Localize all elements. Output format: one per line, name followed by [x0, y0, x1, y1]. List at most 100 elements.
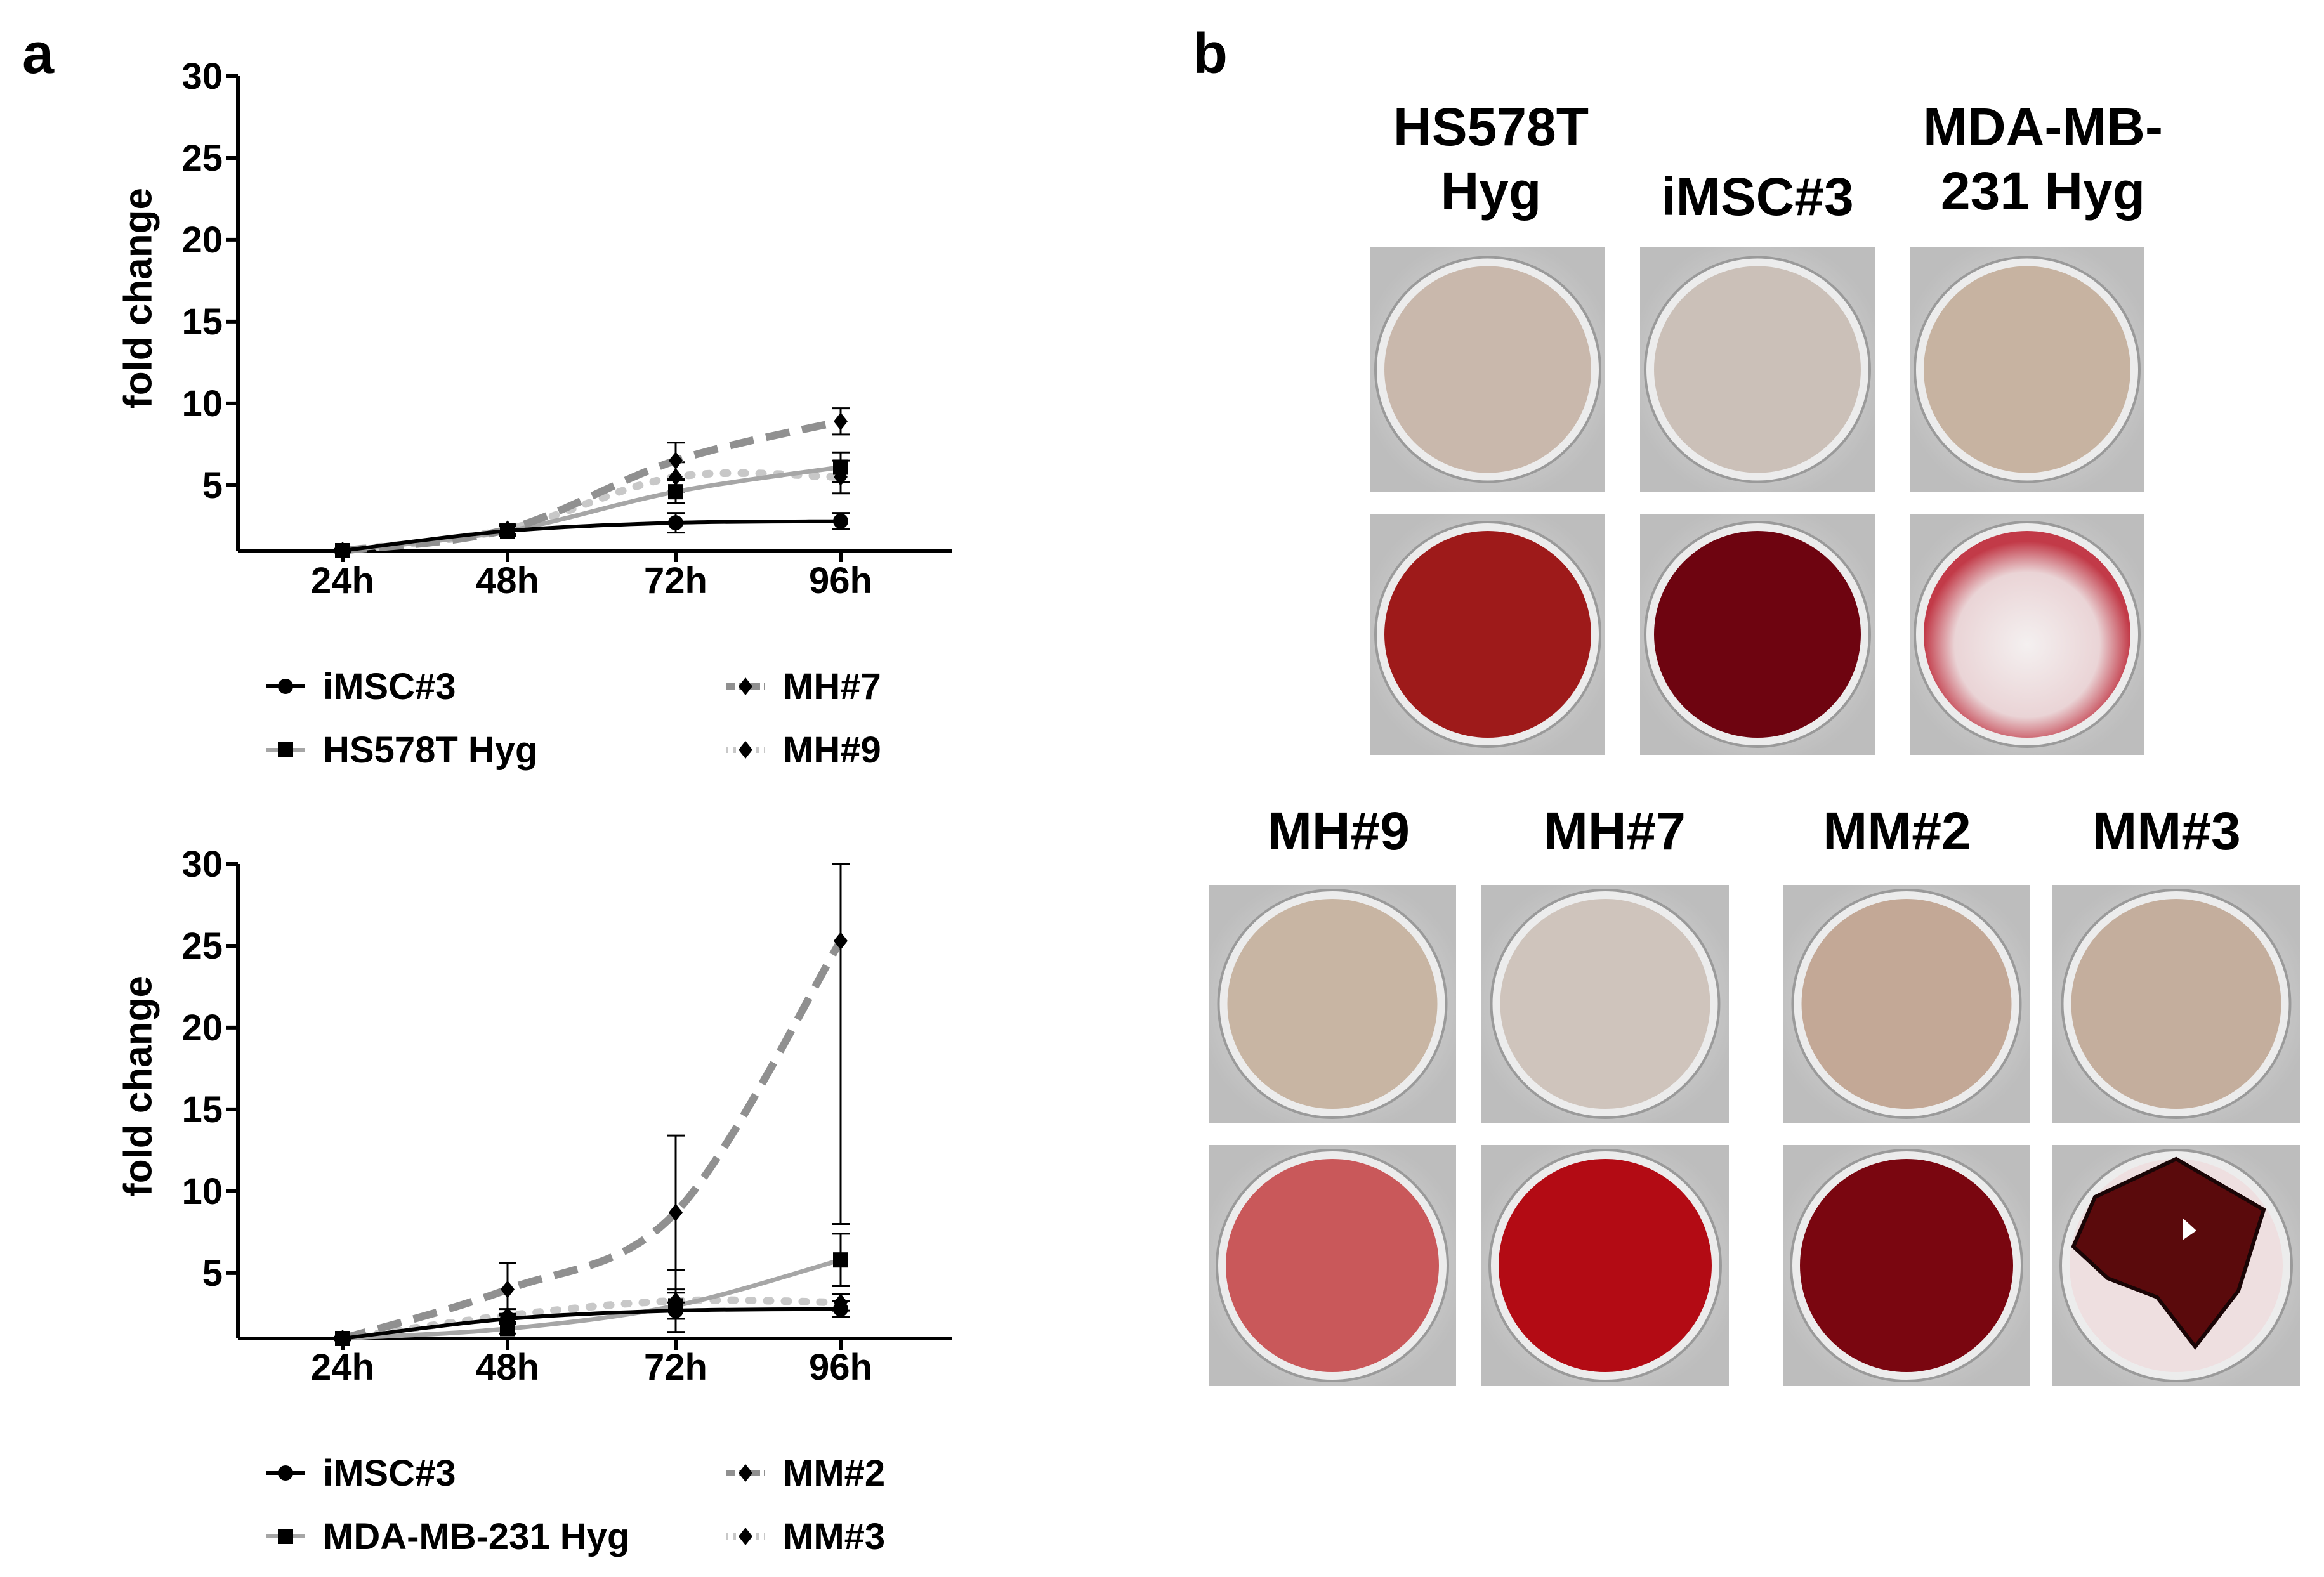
- data-point: [834, 412, 848, 431]
- data-point: [833, 513, 848, 529]
- y-tick-label: 5: [202, 1253, 223, 1294]
- legend-swatch: [726, 1464, 765, 1482]
- x-tick-label: 96h: [809, 1347, 872, 1388]
- x-tick-label: 48h: [476, 1347, 539, 1388]
- well-title-mm3: MM#3: [2092, 801, 2241, 861]
- data-point: [833, 459, 848, 475]
- well-photo: [1910, 247, 2144, 492]
- well-photo: [1481, 1145, 1729, 1386]
- y-tick-label: 15: [181, 1089, 223, 1130]
- legend-swatch: [726, 741, 765, 759]
- y-tick-label: 20: [181, 1007, 223, 1049]
- data-point: [669, 1203, 683, 1222]
- series-line: [342, 519, 841, 553]
- data-point: [834, 932, 848, 950]
- data-point: [335, 1331, 350, 1346]
- legend-marker: [278, 679, 293, 694]
- series-line: [342, 1307, 841, 1340]
- legend-marker: [739, 1464, 752, 1482]
- x-tick-label: 96h: [809, 560, 872, 601]
- legend-item: HS578T Hyg: [263, 728, 537, 772]
- legend-swatch: [266, 1529, 305, 1544]
- legend-item: iMSC#3: [263, 1451, 456, 1495]
- well-photo: [2052, 1145, 2300, 1386]
- y-tick-label: 25: [181, 926, 223, 967]
- legend-label: MM#3: [783, 1515, 886, 1557]
- well-title-mm2: MM#2: [1823, 801, 1971, 861]
- well-title-mh7: MH#7: [1543, 801, 1686, 861]
- legend-marker: [739, 677, 752, 695]
- data-point: [833, 1301, 848, 1317]
- legend-item: MDA-MB-231 Hyg: [263, 1514, 629, 1559]
- data-point: [668, 484, 683, 500]
- chart-bottom: fold change 5 10 15 20 25 30 24h 48h 72h 96h: [0, 0, 983, 1577]
- chart-svg-top: 5 10 15 20 25 30 24h 48h 72h 96h: [181, 56, 952, 601]
- well-photo: [1209, 1145, 1456, 1386]
- legend-item: MM#3: [723, 1514, 885, 1559]
- y-tick-label: 25: [181, 138, 223, 179]
- data-point: [501, 1280, 515, 1299]
- legend-marker: [278, 1465, 293, 1481]
- legend-label: MDA-MB-231 Hyg: [323, 1515, 630, 1557]
- data-point: [668, 515, 683, 531]
- well-photo: [1783, 885, 2030, 1123]
- well-photo: [1640, 514, 1875, 755]
- x-tick-label: 24h: [311, 560, 374, 601]
- legend-marker: [739, 741, 752, 759]
- x-tick-label: 48h: [476, 560, 539, 601]
- data-point: [669, 452, 683, 470]
- data-point: [500, 523, 515, 539]
- legend-item: MM#2: [723, 1451, 885, 1495]
- legend-swatch: [726, 677, 765, 695]
- legend-label: HS578T Hyg: [323, 729, 538, 771]
- legend-item: MH#7: [723, 664, 881, 709]
- legend-swatch: [266, 679, 305, 694]
- y-tick-label: 5: [202, 465, 223, 506]
- y-tick-label: 30: [181, 56, 223, 97]
- data-point: [335, 543, 350, 558]
- legend-item: iMSC#3: [263, 664, 456, 709]
- legend-marker: [278, 1529, 293, 1544]
- data-point: [669, 468, 683, 486]
- well-title-hs578t: HS578T Hyg: [1393, 97, 1589, 221]
- legend-swatch: [266, 1465, 305, 1481]
- series-line: [341, 939, 844, 1342]
- legend-label: MM#2: [783, 1452, 886, 1494]
- series-line: [342, 417, 842, 554]
- x-tick-label: 72h: [644, 560, 707, 601]
- well-photo: [1370, 247, 1605, 492]
- legend-swatch: [726, 1528, 765, 1545]
- well-title-imsc3: iMSC#3: [1661, 167, 1854, 226]
- well-title-mdamb231: MDA-MB- 231 Hyg: [1923, 97, 2163, 221]
- panel-label-b: b: [1193, 22, 1228, 86]
- panel-label-a: a: [22, 22, 55, 86]
- x-tick-label: 72h: [644, 1347, 707, 1388]
- well-photo: [1783, 1145, 2030, 1386]
- legend-label: MH#7: [783, 665, 881, 707]
- legend-label: iMSC#3: [323, 665, 456, 707]
- chart-svg-bottom: 5 10 15 20 25 30 24h 48h 72h 96h: [181, 844, 952, 1388]
- well-photo: [1370, 514, 1605, 755]
- well-title-mh9: MH#9: [1267, 801, 1410, 861]
- legend-label: iMSC#3: [323, 1452, 456, 1494]
- y-tick-label: 30: [181, 844, 223, 885]
- legend-label: MH#9: [783, 729, 881, 771]
- y-tick-label: 10: [181, 383, 223, 424]
- y-tick-label: 20: [181, 219, 223, 261]
- data-point: [500, 1311, 515, 1327]
- legend-item: MH#9: [723, 728, 881, 772]
- well-photo: [1640, 247, 1875, 492]
- data-point: [668, 1303, 683, 1319]
- well-photo: [1910, 514, 2144, 755]
- legend-swatch: [266, 742, 305, 757]
- series-line: [342, 1257, 841, 1341]
- well-photo: [2052, 885, 2300, 1123]
- x-tick-label: 24h: [311, 1347, 374, 1388]
- chart-top: fold change 5 10 15 20 25 30 24h 48h 72h 96h: [0, 0, 983, 793]
- legend-marker: [278, 742, 293, 757]
- y-tick-label: 10: [181, 1171, 223, 1212]
- well-photo: [1209, 885, 1456, 1123]
- legend-marker: [739, 1528, 752, 1545]
- data-point: [833, 1252, 848, 1268]
- well-photo: [1481, 885, 1729, 1123]
